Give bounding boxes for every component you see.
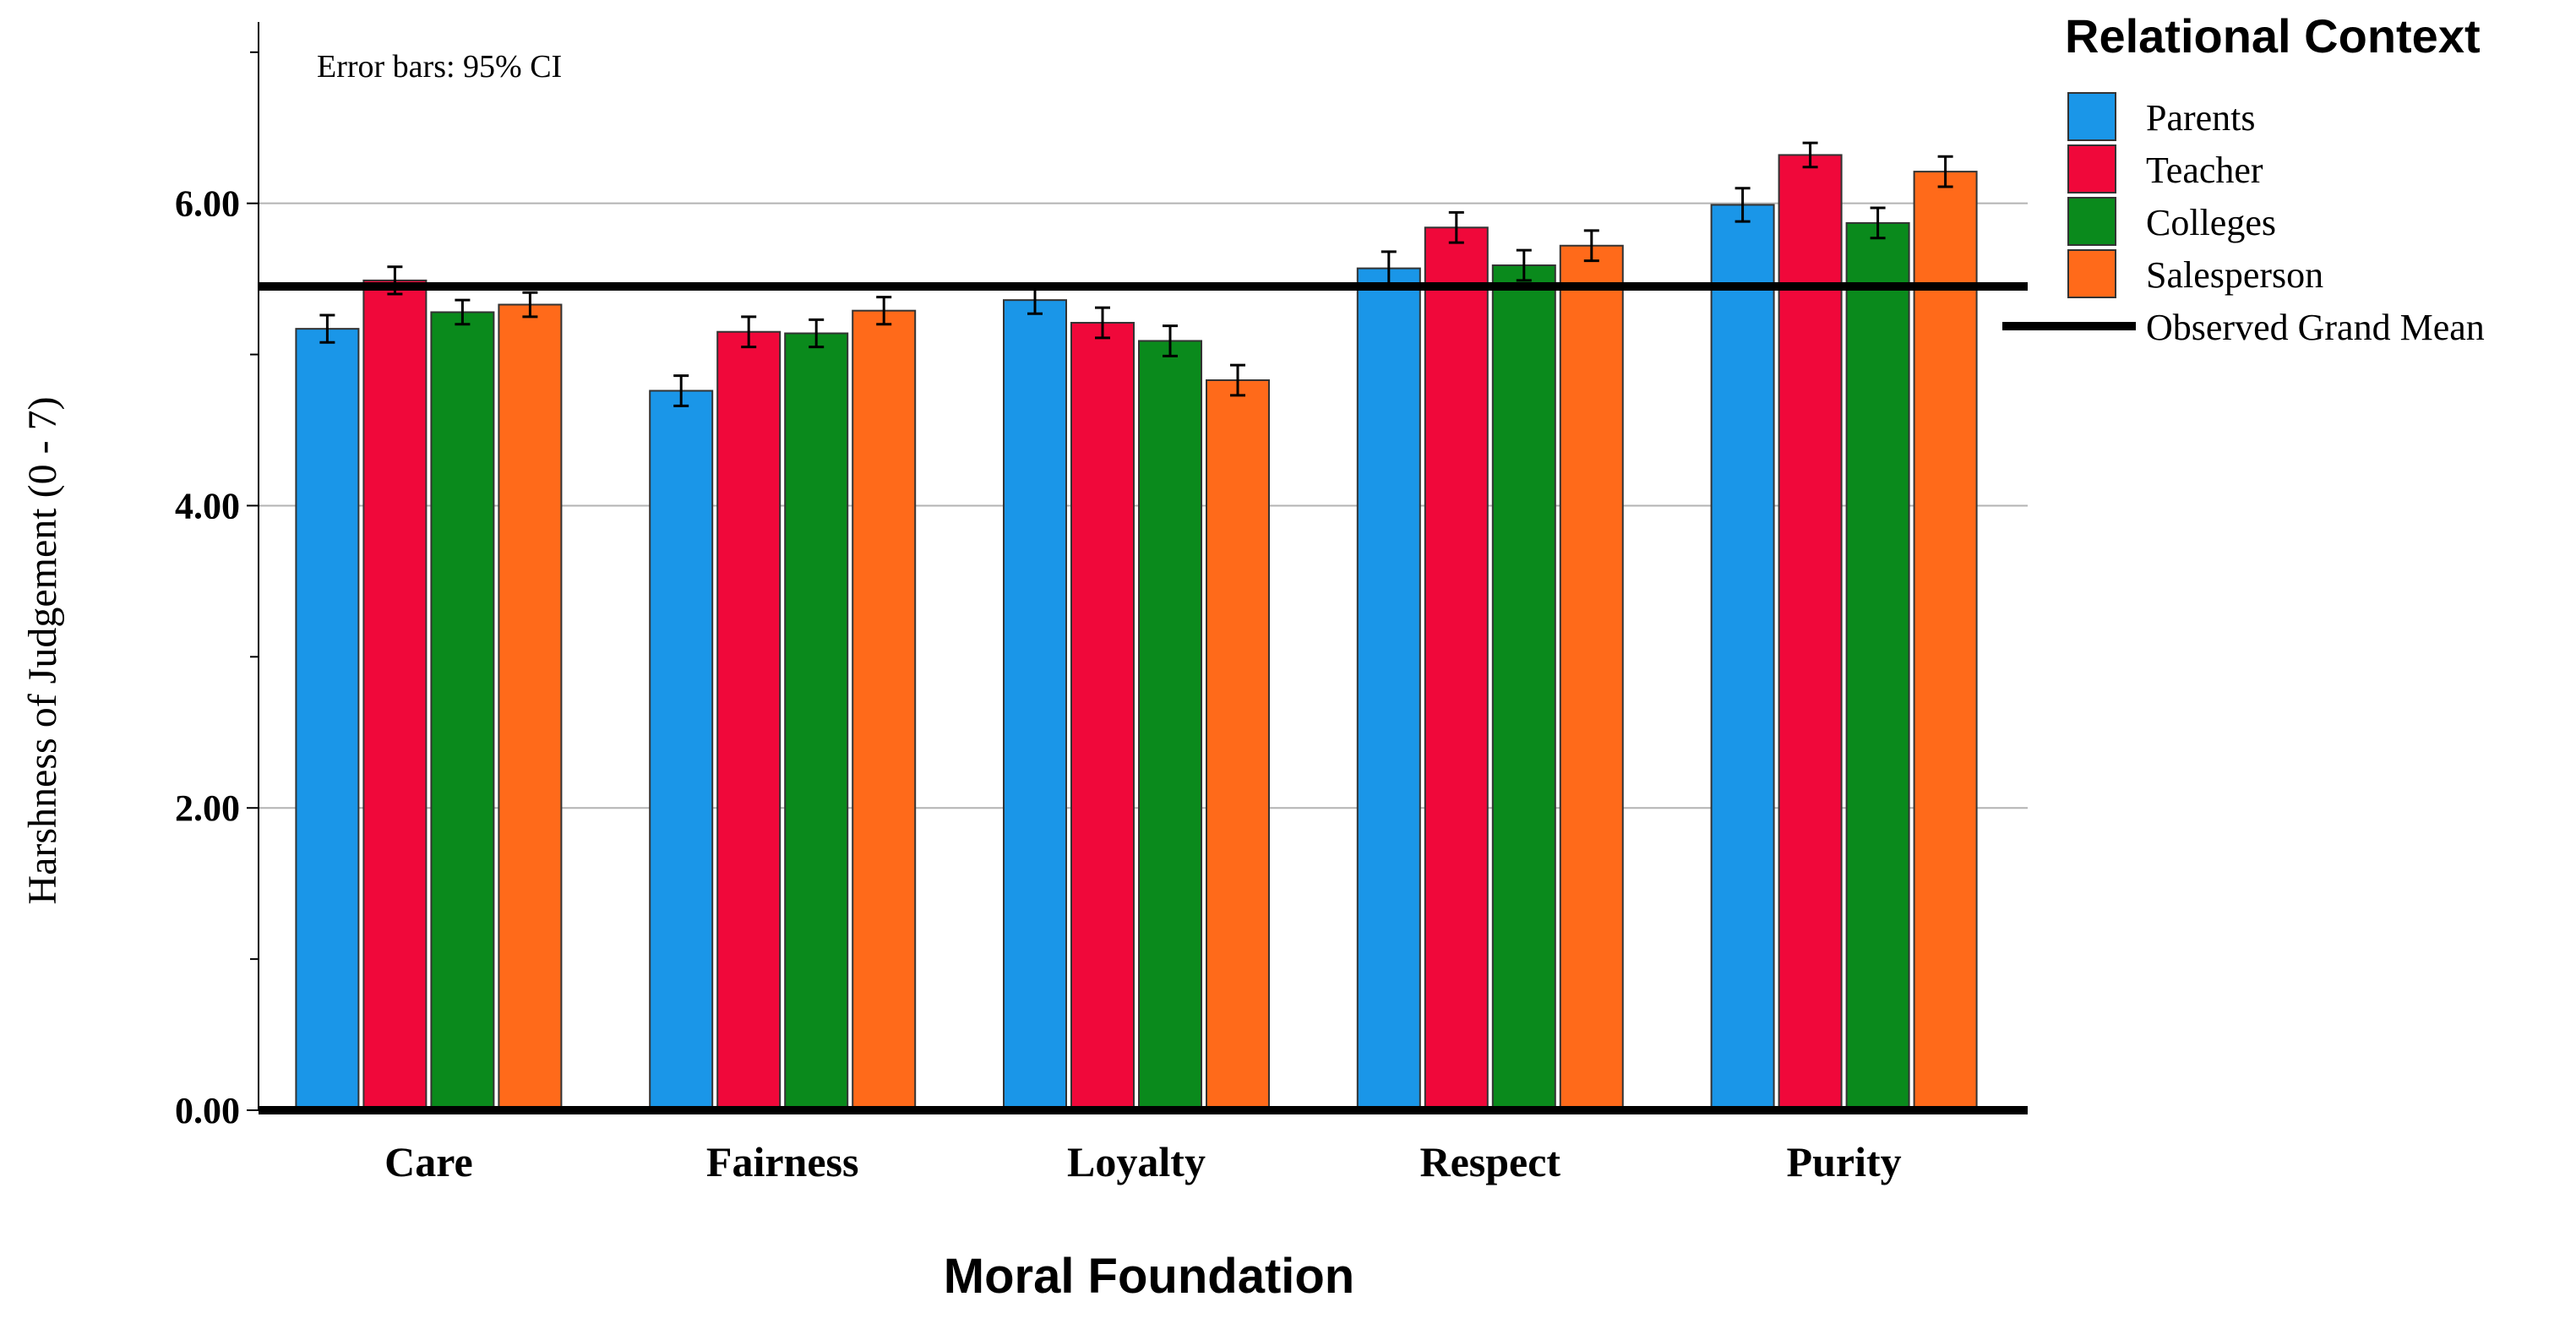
bar xyxy=(716,330,782,1111)
legend-title: Relational Context xyxy=(2065,9,2481,63)
legend: Relational Context Parents Teacher College… xyxy=(2002,9,2485,348)
bar xyxy=(1138,340,1202,1111)
x-tick-label: Purity xyxy=(1787,1138,1902,1185)
axes: 0.00 2.00 4.00 6.00 Care Fairness Loyalty Respe… xyxy=(175,22,1902,1185)
x-tick-label: Care xyxy=(384,1138,473,1185)
bar xyxy=(498,303,563,1111)
x-tick-label: Loyalty xyxy=(1067,1138,1206,1185)
bar xyxy=(295,328,360,1111)
x-tick-label: Respect xyxy=(1419,1138,1560,1185)
bar xyxy=(1559,244,1624,1111)
y-tick-label: 2.00 xyxy=(175,787,240,829)
bar xyxy=(852,309,917,1111)
y-tick-label: 4.00 xyxy=(175,485,240,526)
legend-label: Teacher xyxy=(2146,150,2263,191)
legend-items: Parents Teacher Colleges Salesperson Observe… xyxy=(2002,92,2485,348)
bar xyxy=(1003,299,1067,1111)
bar xyxy=(1491,264,1556,1111)
x-tick-label: Fairness xyxy=(706,1138,859,1185)
y-tick-label: 6.00 xyxy=(175,183,240,225)
legend-swatch xyxy=(2067,92,2116,141)
bar xyxy=(1356,267,1421,1112)
bar xyxy=(1913,171,1978,1112)
y-axis-label: Harshness of Judgement (0 - 7) xyxy=(20,396,65,904)
bar xyxy=(1710,204,1775,1111)
bar xyxy=(649,390,714,1111)
y-tick-label: 0.00 xyxy=(175,1090,240,1131)
legend-swatch xyxy=(2067,249,2116,298)
bar xyxy=(362,279,428,1111)
legend-label: Salesperson xyxy=(2146,254,2323,296)
x-axis-label: Moral Foundation xyxy=(944,1249,1355,1304)
bar xyxy=(1845,221,1910,1111)
bar xyxy=(1778,154,1843,1111)
legend-label: Parents xyxy=(2146,97,2256,139)
legend-label: Colleges xyxy=(2146,202,2276,243)
bar xyxy=(1070,321,1135,1111)
bar xyxy=(784,332,849,1111)
bar xyxy=(1206,379,1270,1111)
legend-label: Observed Grand Mean xyxy=(2146,307,2485,348)
bar xyxy=(430,311,495,1111)
reference-lines xyxy=(259,282,2028,1114)
bars xyxy=(295,141,1978,1112)
error-bar-annotation: Error bars: 95% CI xyxy=(317,49,562,84)
legend-swatch xyxy=(2067,144,2116,193)
bar xyxy=(1424,226,1489,1111)
legend-swatch xyxy=(2067,197,2116,246)
